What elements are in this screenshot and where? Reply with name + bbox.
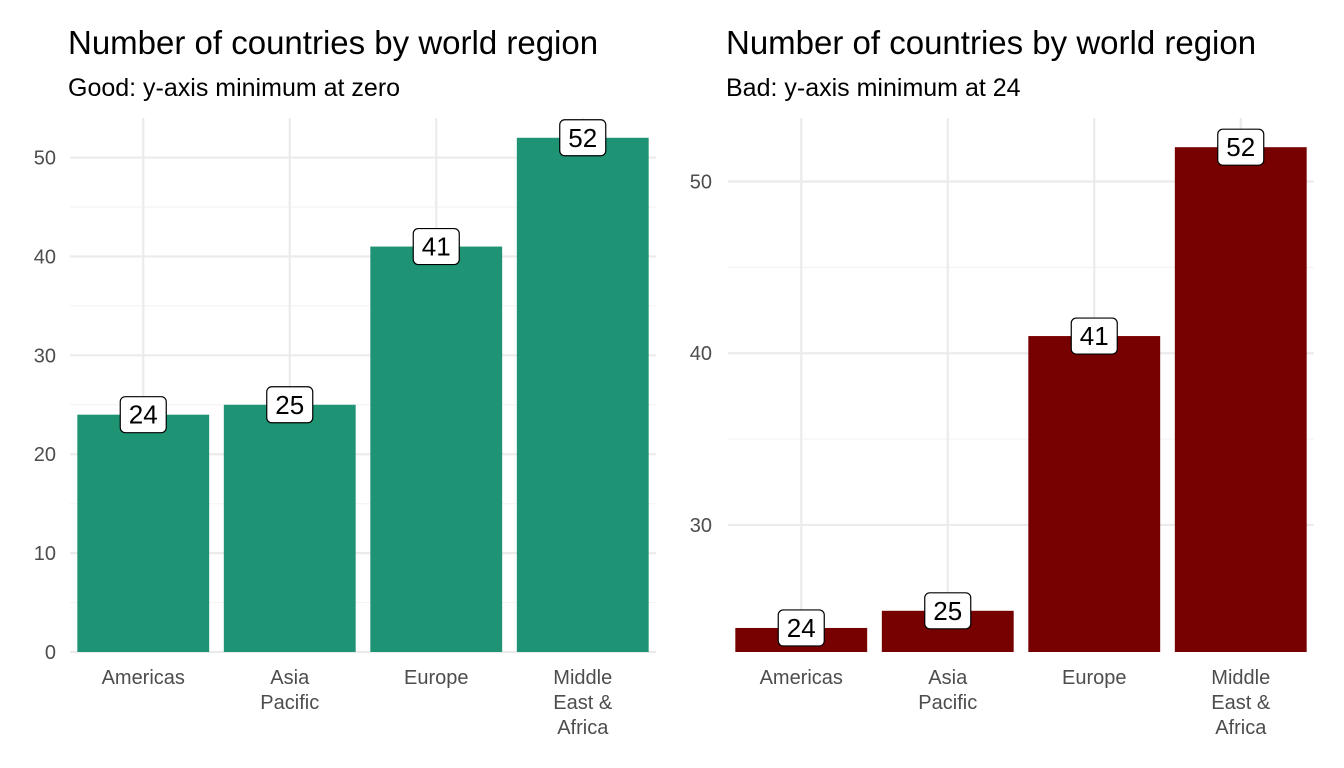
data-label: 25 bbox=[266, 386, 314, 424]
x-tick-label-line: Africa bbox=[557, 717, 609, 739]
x-tick-label: Europe bbox=[1062, 667, 1127, 689]
x-tick-label: Europe bbox=[404, 667, 469, 689]
bar-chart-good: 0 10 20 30 40 50 24 25 41 52 Americas Asia Pacific Eu… bbox=[34, 118, 656, 739]
x-tick-label-line: Asia bbox=[270, 667, 310, 689]
bar bbox=[370, 246, 503, 653]
data-label-text: 25 bbox=[933, 596, 962, 626]
data-label: 52 bbox=[559, 119, 607, 157]
x-tick-label-line: Asia bbox=[928, 667, 968, 689]
x-tick-label-line: Middle bbox=[553, 667, 612, 689]
data-label: 24 bbox=[777, 609, 825, 647]
x-tick-label-line: Middle bbox=[1211, 667, 1270, 689]
x-tick-label: Asia Pacific bbox=[918, 667, 977, 714]
data-label: 41 bbox=[412, 227, 460, 266]
data-label-box bbox=[924, 592, 972, 630]
x-tick-label-line: East & bbox=[1211, 692, 1271, 714]
x-tick-label-line: East & bbox=[553, 692, 613, 714]
data-label-box bbox=[559, 119, 607, 157]
data-label: 52 bbox=[1217, 128, 1265, 166]
data-label: 41 bbox=[1070, 317, 1118, 355]
y-tick-label: 50 bbox=[34, 148, 56, 170]
data-label-box bbox=[1070, 317, 1118, 355]
data-label: 25 bbox=[924, 592, 972, 630]
data-label-text: 52 bbox=[568, 123, 597, 153]
y-tick-label: 50 bbox=[690, 172, 712, 194]
x-tick-label-line: Americas bbox=[102, 667, 185, 689]
data-label-text: 24 bbox=[129, 400, 158, 430]
x-tick-label-line: Europe bbox=[1062, 667, 1127, 689]
bar bbox=[1028, 336, 1161, 652]
data-label-text: 41 bbox=[422, 232, 451, 262]
chart-subtitle: Good: y-axis minimum at zero bbox=[68, 74, 401, 102]
chart-panel-good: Number of countries by world region Good… bbox=[34, 24, 656, 739]
x-tick-label-line: Americas bbox=[760, 667, 843, 689]
bar bbox=[516, 137, 649, 652]
x-tick-label: Americas bbox=[760, 667, 843, 689]
y-tick-label: 30 bbox=[690, 515, 712, 537]
x-tick-label-line: Africa bbox=[1215, 717, 1267, 739]
bar bbox=[223, 404, 356, 652]
data-label-text: 24 bbox=[787, 613, 816, 643]
x-tick-label-line: Pacific bbox=[918, 692, 977, 714]
x-tick-label: Middle East & Africa bbox=[553, 667, 613, 739]
x-tick-label: Americas bbox=[102, 667, 185, 689]
chart-subtitle: Bad: y-axis minimum at 24 bbox=[726, 74, 1021, 102]
y-tick-label: 30 bbox=[34, 345, 56, 367]
bar-chart-bad: 30 40 50 24 25 41 52 Americas Asia Pacific Europe M… bbox=[690, 118, 1314, 739]
y-tick-label: 20 bbox=[34, 444, 56, 466]
data-label-text: 41 bbox=[1080, 321, 1109, 351]
data-label-box bbox=[266, 386, 314, 424]
y-tick-label: 0 bbox=[45, 642, 56, 664]
bar bbox=[1174, 147, 1307, 653]
data-label-box bbox=[1217, 128, 1265, 166]
data-label-box bbox=[412, 227, 460, 266]
data-label-text: 52 bbox=[1226, 132, 1255, 162]
y-tick-label: 40 bbox=[34, 246, 56, 268]
x-tick-label-line: Europe bbox=[404, 667, 469, 689]
y-tick-label: 40 bbox=[690, 343, 712, 365]
chart-title: Number of countries by world region bbox=[726, 24, 1257, 61]
chart-panel-bad: Number of countries by world region Bad:… bbox=[672, 0, 1344, 768]
data-label-box bbox=[777, 609, 825, 647]
y-tick-label: 10 bbox=[34, 543, 56, 565]
x-tick-label: Middle East & Africa bbox=[1211, 667, 1271, 739]
data-label-box bbox=[119, 396, 167, 434]
data-label: 24 bbox=[119, 396, 167, 434]
x-tick-label: Asia Pacific bbox=[260, 667, 319, 714]
bar bbox=[77, 414, 210, 652]
chart-title: Number of countries by world region bbox=[68, 24, 599, 61]
data-label-text: 25 bbox=[275, 390, 304, 420]
x-tick-label-line: Pacific bbox=[260, 692, 319, 714]
